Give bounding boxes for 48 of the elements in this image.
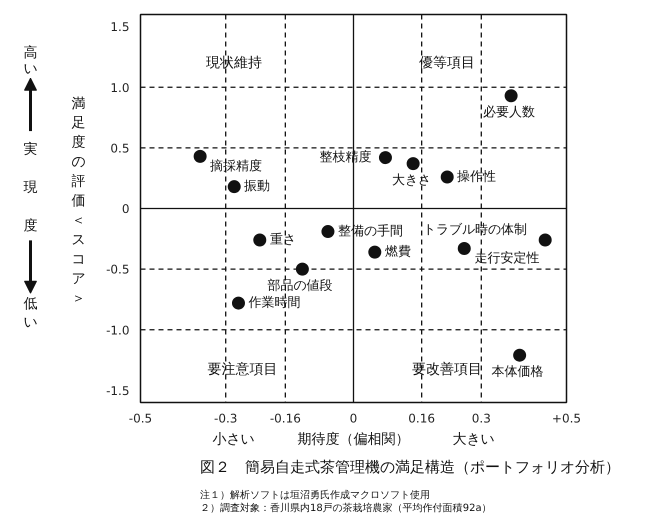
point — [368, 246, 382, 259]
annotation: 要改善項目 — [412, 360, 482, 378]
series-label: 作業時間 — [247, 296, 300, 311]
x-tick-label: -0.3 — [214, 412, 238, 426]
series-label: 操作性 — [457, 169, 496, 184]
point — [504, 89, 518, 102]
series-label: 本体価格 — [492, 364, 544, 380]
text: 満足度の評価＜スコア＞ — [72, 96, 86, 307]
point — [232, 296, 245, 310]
x-tick-label: -0.5 — [128, 412, 152, 426]
y-tick-label: -1.5 — [106, 384, 130, 398]
annotation: 現状維持 — [206, 55, 262, 71]
series-label: 振動 — [244, 179, 270, 194]
point — [513, 348, 526, 362]
y-tick-label: 0 — [122, 202, 130, 216]
x-tick-label: 0.3 — [472, 412, 491, 426]
y-tick-label: -0.5 — [106, 262, 130, 277]
x-tick-label: 0.16 — [408, 412, 436, 426]
point — [194, 150, 207, 163]
point — [228, 180, 241, 194]
point — [378, 151, 392, 164]
x-tick-label: +0.5 — [552, 412, 582, 426]
x-axis-title: 期待度（偏相関） — [298, 432, 410, 448]
text: 図２ 簡易自走式茶管理機の満足構造（ポートフォリオ分析） — [200, 457, 620, 478]
point — [440, 170, 454, 184]
point — [296, 262, 309, 276]
point — [538, 234, 552, 247]
text: 大きい — [452, 432, 494, 448]
text: 高い — [24, 44, 38, 78]
annotation: 要注意項目 — [208, 362, 278, 378]
point — [321, 225, 334, 238]
x-tick-label: -0.16 — [270, 412, 301, 426]
point — [458, 242, 471, 255]
text: 低い — [24, 296, 38, 330]
x-tick-label: 0 — [350, 412, 358, 426]
text: 小さい — [212, 432, 254, 448]
text: ２）調査対象：香川県内18戸の茶栽培農家（平均作付面積92a） — [200, 503, 492, 514]
text: 注１）解析ソフトは垣沼勇氏作成マクロソフト使用 — [200, 490, 430, 501]
y-tick-label: -1.0 — [106, 323, 130, 338]
y-tick-label: 1.5 — [110, 20, 130, 34]
text: 実現度 — [24, 141, 38, 234]
y-tick-label: 1.0 — [110, 80, 130, 95]
series-label: 燃費 — [384, 244, 411, 260]
point — [253, 234, 266, 247]
point — [406, 157, 420, 170]
series-label: 必要人数 — [483, 105, 536, 120]
y-tick-label: 0.5 — [110, 141, 130, 156]
series-label: トラブル時の体制 — [423, 222, 528, 238]
